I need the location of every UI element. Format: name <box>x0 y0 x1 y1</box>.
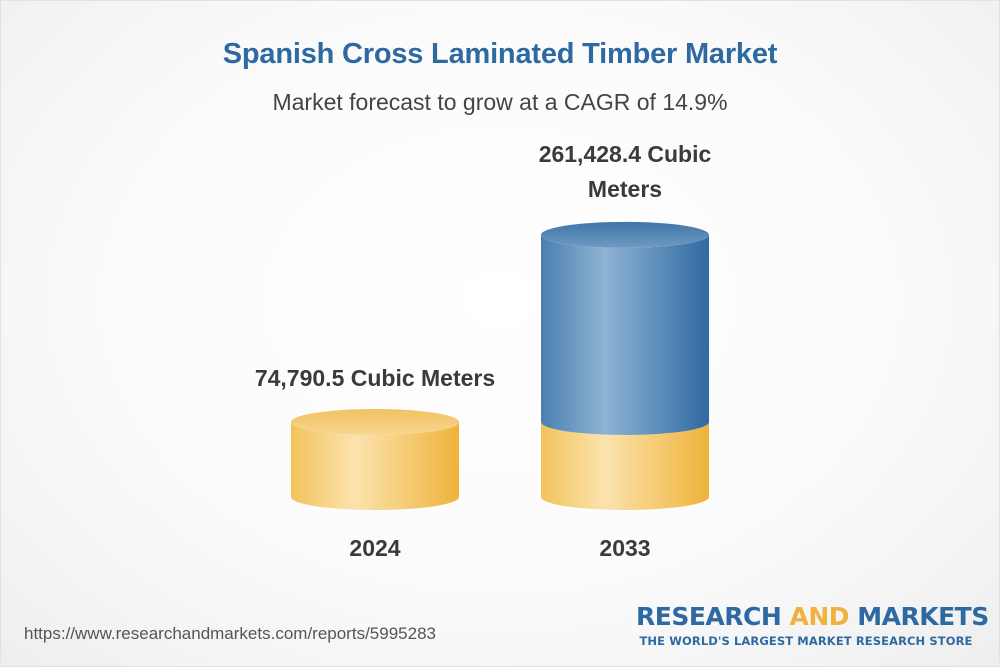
value-label-2024: 74,790.5 Cubic Meters <box>255 365 495 391</box>
bar-base-2024 <box>291 422 459 510</box>
brand-and: AND <box>789 602 850 631</box>
bar-growth-2033 <box>541 234 709 435</box>
brand-markets: MARKETS <box>857 602 989 631</box>
chart-title: Spanish Cross Laminated Timber Market <box>222 38 778 70</box>
bar-top-2033 <box>541 221 709 248</box>
category-label-2033: 2033 <box>599 535 650 561</box>
bar-top-2024 <box>291 409 459 435</box>
chart-subtitle: Market forecast to grow at a CAGR of 14.… <box>272 89 728 115</box>
brand-wordmark: RESEARCH AND MARKETS <box>636 602 989 631</box>
brand-research: RESEARCH <box>636 602 782 631</box>
value-label-2033: 261,428.4 Cubic <box>539 141 712 167</box>
bar-base-2033 <box>541 422 709 510</box>
brand-tagline: THE WORLD'S LARGEST MARKET RESEARCH STOR… <box>639 634 973 648</box>
category-label-2024: 2024 <box>349 535 400 561</box>
brand-logo: RESEARCH AND MARKETS THE WORLD'S LARGEST… <box>636 602 989 649</box>
source-url[interactable]: https://www.researchandmarkets.com/repor… <box>24 624 436 643</box>
value-label-2033-line2: Meters <box>588 176 662 202</box>
